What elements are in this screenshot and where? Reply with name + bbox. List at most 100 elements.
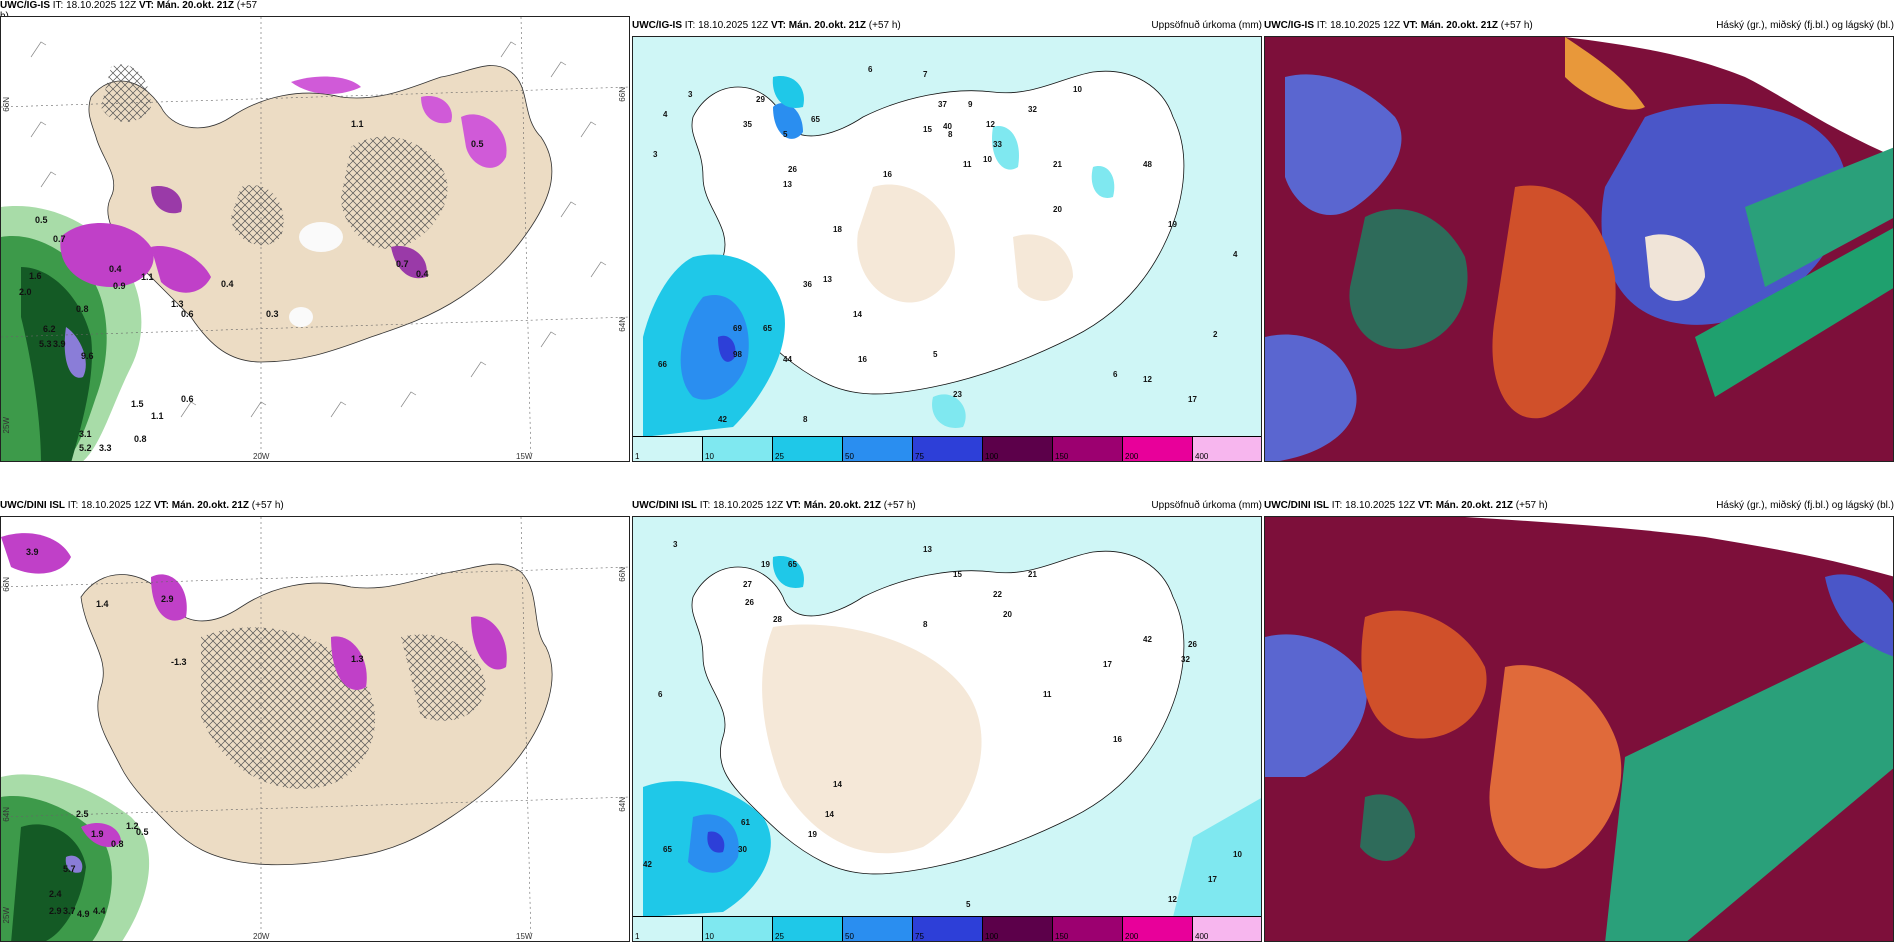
top-mid-map[interactable]: 3 4 29 65 35 5 26 13 6 7 9 8 11 10 12 15… (632, 36, 1262, 462)
colorbar-label: 100 (985, 452, 999, 461)
lon-label: 15W (516, 452, 533, 461)
svg-text:19: 19 (761, 560, 770, 569)
svg-text:18: 18 (833, 225, 842, 234)
precip-accum-map: 3 4 29 65 35 5 26 13 6 7 9 8 11 10 12 15… (633, 37, 1261, 437)
lat-label: 25W (2, 417, 11, 434)
svg-text:17: 17 (1188, 395, 1197, 404)
lead-time: (+57 (236, 0, 258, 11)
svg-text:2.4: 2.4 (49, 889, 62, 899)
svg-text:27: 27 (743, 580, 752, 589)
svg-text:36: 36 (803, 280, 812, 289)
svg-text:1.1: 1.1 (141, 272, 154, 282)
colorbar-bin: 100 (983, 437, 1053, 461)
lat-label: 66N (618, 567, 627, 582)
colorbar-label: 75 (915, 932, 924, 941)
svg-text:2: 2 (1213, 330, 1218, 339)
colorbar-label: 1 (635, 932, 640, 941)
svg-text:2.5: 2.5 (76, 809, 89, 819)
svg-text:15: 15 (953, 570, 962, 579)
lead-time: (+57 h) (1500, 20, 1533, 31)
top-mid-header: UWC/IG-IS IT: 18.10.2025 12Z VT: Mán. 20… (632, 20, 1262, 36)
svg-text:26: 26 (788, 165, 797, 174)
colorbar-label: 75 (915, 452, 924, 461)
colorbar-bin: 50 (843, 437, 913, 461)
colorbar-bin: 1 (633, 437, 703, 461)
svg-text:44: 44 (783, 355, 792, 364)
value-label: 3.9 (26, 547, 39, 557)
svg-text:8: 8 (923, 620, 928, 629)
precip-accum-map: 3 6 19 65 27 26 28 13 15 21 22 20 42 26 … (633, 517, 1261, 917)
valid-time: VT: Mán. 20.okt. 21Z (1402, 20, 1498, 31)
colorbar-bin: 50 (843, 917, 913, 941)
svg-text:19: 19 (1168, 220, 1177, 229)
panel-title: Háský (gr.), miðský (fj.bl.) og lágský (… (1716, 20, 1894, 31)
svg-text:0.9: 0.9 (113, 281, 126, 291)
lat-label: 66N (2, 577, 11, 592)
svg-text:37: 37 (938, 100, 947, 109)
svg-text:3: 3 (653, 150, 658, 159)
colorbar-bin: 400 (1193, 437, 1261, 461)
svg-text:5: 5 (783, 130, 788, 139)
cloud-cover-map (1265, 517, 1893, 941)
top-left-map[interactable]: 0.5 0.7 0.4 1.1 0.9 1.6 2.0 0.8 9.6 1.5 … (0, 16, 630, 462)
panel-title: Háský (gr.), miðský (fj.bl.) og lágský (… (1716, 500, 1894, 511)
svg-text:40: 40 (943, 122, 952, 131)
svg-text:1.4: 1.4 (96, 599, 109, 609)
svg-text:10: 10 (1073, 85, 1082, 94)
valid-time: VT: Mán. 20.okt. 21Z (138, 0, 234, 11)
svg-text:42: 42 (718, 415, 727, 424)
valid-time: VT: Mán. 20.okt. 21Z (1417, 500, 1513, 511)
lead-time: (+57 h) (868, 20, 901, 31)
svg-text:5.2: 5.2 (79, 443, 92, 453)
svg-text:19: 19 (808, 830, 817, 839)
svg-text:0.7: 0.7 (53, 234, 66, 244)
colorbar-label: 200 (1125, 932, 1139, 941)
lat-label: 64N (2, 807, 11, 822)
svg-text:17: 17 (1208, 875, 1217, 884)
bottom-mid-map[interactable]: 3 6 19 65 27 26 28 13 15 21 22 20 42 26 … (632, 516, 1262, 942)
svg-text:28: 28 (773, 615, 782, 624)
bottom-right-map[interactable] (1264, 516, 1894, 942)
svg-text:15: 15 (923, 125, 932, 134)
colorbar-label: 200 (1125, 452, 1139, 461)
colorbar-bin: 200 (1123, 437, 1193, 461)
svg-text:16: 16 (1113, 735, 1122, 744)
lat-label: 64N (618, 317, 627, 332)
lead-time: (+57 h) (251, 500, 284, 511)
svg-text:12: 12 (1143, 375, 1152, 384)
svg-text:0.8: 0.8 (134, 434, 147, 444)
svg-text:1.3: 1.3 (351, 654, 364, 664)
wind-precip-map: 0.5 0.7 0.4 1.1 0.9 1.6 2.0 0.8 9.6 1.5 … (1, 17, 629, 461)
svg-text:5: 5 (933, 350, 938, 359)
svg-text:1.1: 1.1 (351, 119, 364, 129)
svg-text:12: 12 (986, 120, 995, 129)
colorbar-bin: 25 (773, 917, 843, 941)
cloud-cover-map (1265, 37, 1893, 461)
svg-text:42: 42 (643, 860, 652, 869)
svg-text:14: 14 (853, 310, 862, 319)
top-right-map[interactable] (1264, 36, 1894, 462)
colorbar-label: 10 (705, 932, 714, 941)
svg-text:12: 12 (1168, 895, 1177, 904)
svg-text:22: 22 (993, 590, 1002, 599)
svg-text:10: 10 (983, 155, 992, 164)
colorbar-bin: 1 (633, 917, 703, 941)
svg-text:35: 35 (743, 120, 752, 129)
init-time: IT: 18.10.2025 12Z (67, 500, 152, 511)
svg-text:0.7: 0.7 (396, 259, 409, 269)
svg-text:0.8: 0.8 (76, 304, 89, 314)
svg-text:0.4: 0.4 (416, 269, 429, 279)
svg-text:4: 4 (663, 110, 668, 119)
svg-text:3.3: 3.3 (99, 443, 112, 453)
svg-text:66: 66 (658, 360, 667, 369)
colorbar-bin: 75 (913, 917, 983, 941)
svg-text:20: 20 (1053, 205, 1062, 214)
lead-time: (+57 h) (1515, 500, 1548, 511)
colorbar-label: 100 (985, 932, 999, 941)
bottom-left-map[interactable]: 3.9 2.9 1.4 1.3 -1.3 2.5 1.9 0.5 5.7 2.4… (0, 516, 630, 942)
svg-text:13: 13 (923, 545, 932, 554)
svg-text:3.1: 3.1 (79, 429, 92, 439)
model-name: UWC/DINI ISL (0, 500, 65, 511)
lat-label: 64N (618, 797, 627, 812)
svg-text:0.4: 0.4 (221, 279, 234, 289)
